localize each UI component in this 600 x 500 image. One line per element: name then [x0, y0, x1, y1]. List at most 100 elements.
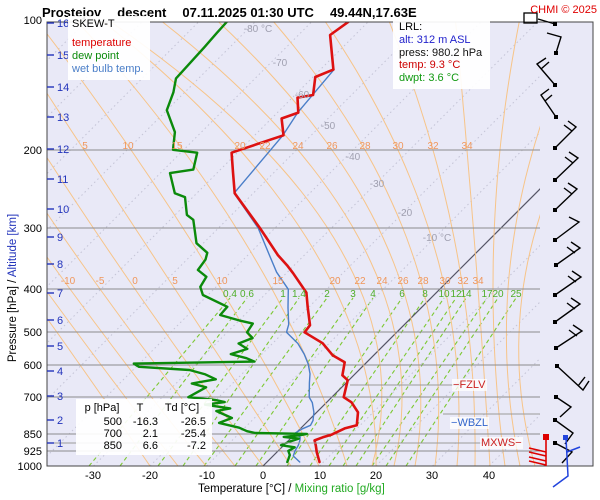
altitude-tick-label: 16 [57, 18, 69, 30]
page-title: Prostejov descent 07.11.2025 01:30 UTC 49.4… [42, 5, 433, 20]
wind-barb-dot [553, 208, 557, 212]
adiabat-label: 22 [259, 141, 271, 152]
station-coords: 49.44N,17.63E [329, 5, 417, 20]
adiabat-label: 24 [376, 276, 388, 287]
altitude-tick-label: 1 [57, 438, 63, 450]
isotherm-line [432, 357, 540, 466]
wind-barb-dot [553, 418, 557, 422]
adiabat-label: 15 [272, 276, 284, 287]
adiabat-label: 32 [427, 141, 439, 152]
adiabat-line [103, 22, 377, 466]
temp-tick-label: 20 [370, 470, 382, 482]
mixing-ratio-line [328, 297, 445, 466]
mixing-ratio-line [182, 297, 300, 466]
pressure-tick-label: 200 [24, 145, 42, 157]
mixing-ratio-label: 0.4 [223, 289, 237, 300]
marker-dash: − [515, 437, 522, 449]
adiabat-line [325, 22, 460, 466]
legend-wetbulb: wet bulb temp. [72, 63, 144, 75]
isotherm-line [47, 22, 312, 288]
mixing-ratio-line [355, 297, 467, 466]
mixing-ratio-label: 3 [350, 289, 356, 300]
wind-barb [554, 297, 582, 323]
wind-barb-tick [566, 246, 576, 254]
altitude-tick-label: 11 [57, 174, 68, 186]
wind-barb-column [523, 12, 590, 488]
freezing-isotherm-line [262, 188, 540, 466]
adiabat-line [47, 92, 292, 466]
mixing-ratio-line [234, 297, 354, 466]
pressure-tick-label: 400 [24, 284, 42, 296]
adiabat-label: 30 [392, 141, 404, 152]
wind-barb-tick [544, 94, 553, 102]
max-wind-barb-dot [543, 434, 549, 440]
max-wind-barb-tick [528, 460, 547, 466]
surface-wind-barb [552, 437, 569, 488]
altitude-tick-label: 6 [57, 315, 63, 327]
wind-barb-tick [540, 61, 550, 70]
wind-barb [546, 32, 562, 54]
adiabat-label: 22 [354, 276, 366, 287]
credit-label: CHMI © 2025 [530, 4, 597, 16]
chart-type-label: SKEW-T [72, 18, 115, 30]
adiabat-label: 20 [234, 141, 246, 152]
adiabat-line [273, 22, 440, 466]
wind-barb-dot [554, 263, 558, 267]
wind-barb [537, 18, 556, 25]
legend: SKEW-T temperature dew point wet bulb te… [68, 16, 150, 80]
info-altitude: alt: 312 m ASL [399, 33, 471, 46]
altitude-tick-label: 8 [57, 259, 63, 271]
wind-barb-dot [553, 238, 557, 242]
adiabat-line [505, 125, 540, 466]
wind-barb-dot [554, 51, 558, 55]
levels-table: p [hPa] T Td [°C] 500 -16.3 -26.5 700 2.… [76, 399, 212, 455]
wind-barb-dot [553, 83, 557, 87]
wind-barb [555, 241, 582, 266]
wind-barb [554, 151, 580, 181]
altitude-tick-label: 13 [57, 112, 69, 124]
marker-dash: − [453, 379, 460, 391]
mixing-ratio-label: 17 [481, 289, 493, 300]
freezing-level-marker: −FZLV [452, 379, 487, 391]
adiabat-label: 5 [82, 141, 88, 152]
adiabat-label: 34 [472, 276, 484, 287]
adiabat-label: 10 [216, 276, 228, 287]
altitude-tick-label: 12 [57, 144, 69, 156]
isotherm-label: -60 [295, 90, 310, 101]
wind-barb [554, 442, 574, 464]
pressure-tick-label: 1000 [18, 461, 42, 473]
marker-dash: − [451, 417, 458, 429]
pressure-tick-label: 600 [24, 360, 42, 372]
isotherm-label: -80 °C [244, 24, 272, 35]
adiabat-label: 32 [457, 276, 469, 287]
temp-tick-label: 30 [426, 470, 438, 482]
col-pressure: p [hPa] [84, 402, 120, 414]
info-temperature: temp: 9.3 °C [399, 59, 461, 72]
adiabat-line [47, 317, 151, 466]
pressure-tick-label: 500 [24, 327, 42, 339]
adiabat-label: 28 [359, 141, 371, 152]
adiabat-label: -10 [61, 276, 76, 287]
isotherm-line [93, 22, 538, 466]
adiabat-label: 34 [461, 141, 473, 152]
adiabat-line [455, 22, 491, 466]
table-row: 500 -16.3 -26.5 [103, 416, 206, 428]
x-axis-title: Temperature [°C] / Mixing ratio [g/kg] [198, 483, 385, 495]
table-row: 700 2.1 -25.4 [103, 428, 206, 440]
altitude-tick-label: 10 [57, 204, 69, 216]
mixing-ratio-label: 6 [399, 289, 405, 300]
wind-barb [554, 120, 578, 149]
adiabat-line [47, 33, 320, 466]
levels-table-header: p [hPa] T Td [°C] [82, 402, 206, 414]
adiabat-label: 26 [326, 141, 338, 152]
info-dewpoint: dwpt: 3.6 °C [399, 72, 460, 85]
wind-barb [554, 216, 581, 241]
altitude-tick-label: 9 [57, 232, 63, 244]
wetbulb-zero-marker: −WBZL [450, 417, 489, 429]
adiabat-line [47, 156, 264, 466]
temp-tick-label: -20 [142, 470, 158, 482]
isotherm-line [47, 22, 369, 344]
isotherm-line [47, 22, 425, 401]
isotherm-label: -30 [370, 179, 385, 190]
max-wind-marker: MXWS− [480, 437, 523, 449]
